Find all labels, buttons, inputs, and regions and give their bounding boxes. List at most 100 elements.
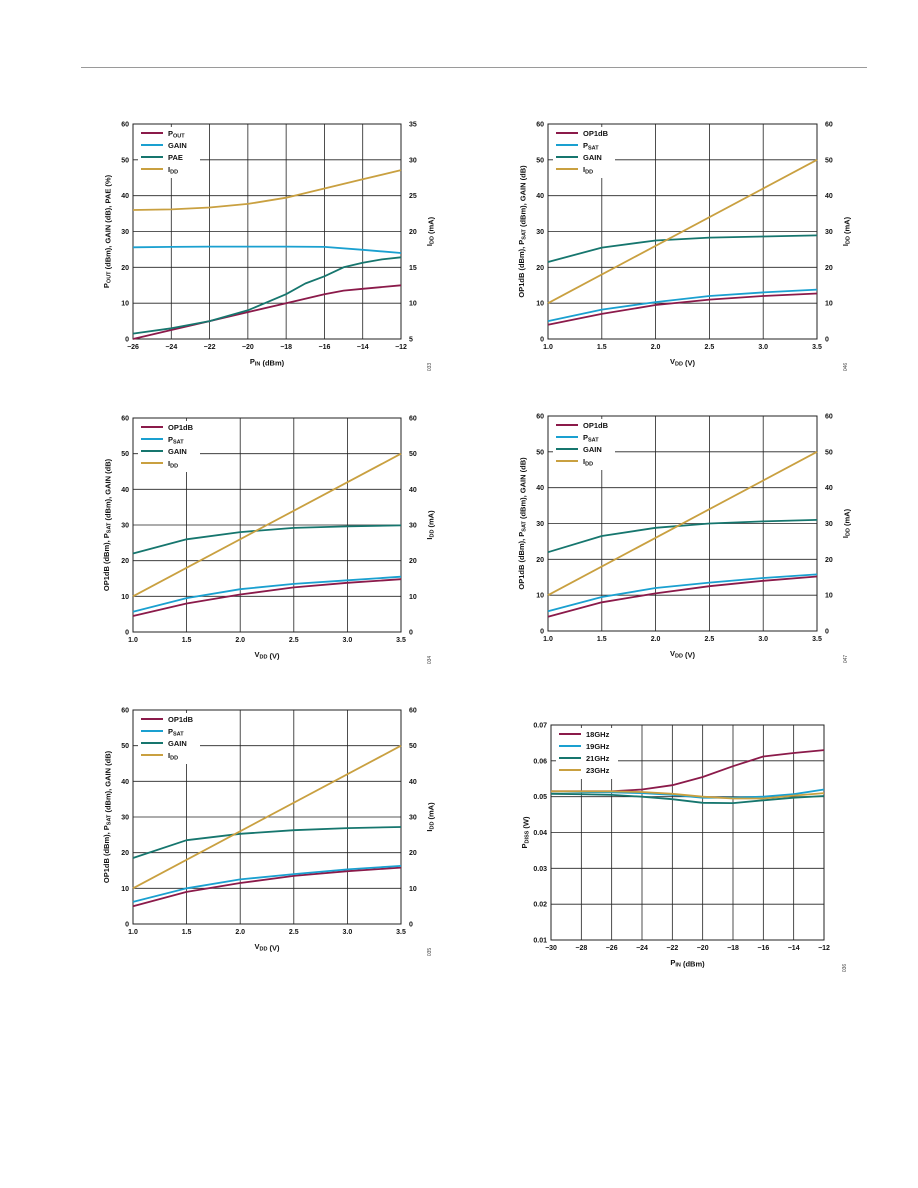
- y2-tick-label: 0: [825, 629, 829, 636]
- y-axis-label: OP1dB (dBm), PSAT (dBm), GAIN (dB): [102, 750, 113, 883]
- x-tick-label: 2.0: [235, 637, 245, 644]
- x-tick-label: 1.5: [597, 344, 607, 351]
- x-axis-label: VDD (V): [254, 650, 280, 661]
- x-tick-label: −22: [204, 344, 216, 351]
- y2-tick-label: 50: [825, 157, 833, 164]
- x-tick-label: −20: [697, 945, 709, 952]
- x-tick-label: 1.5: [182, 929, 192, 936]
- x-tick-label: 1.0: [128, 929, 138, 936]
- legend-label: GAIN: [168, 447, 187, 456]
- x-tick-label: −30: [545, 945, 557, 952]
- series-line-psat: [547, 573, 818, 613]
- series-line-idd: [132, 169, 402, 211]
- y-tick-label: 0.01: [533, 938, 547, 945]
- y-tick-label: 30: [121, 523, 129, 530]
- y2-axis-label: IDD (mA): [425, 510, 436, 540]
- y-tick-label: 50: [536, 157, 544, 164]
- x-tick-label: 3.0: [343, 637, 353, 644]
- y2-tick-label: 35: [409, 122, 417, 129]
- y2-tick-label: 40: [409, 487, 417, 494]
- x-tick-label: −18: [280, 344, 292, 351]
- legend-label: GAIN: [168, 141, 187, 150]
- y-tick-label: 40: [121, 779, 129, 786]
- series-line-psat: [132, 575, 402, 613]
- legend-label: PSAT: [583, 433, 599, 444]
- y2-tick-label: 20: [409, 850, 417, 857]
- x-tick-label: −16: [757, 945, 769, 952]
- y2-tick-label: 10: [825, 593, 833, 600]
- x-tick-label: −14: [357, 344, 369, 351]
- x-axis-label: PIN (dBm): [250, 357, 285, 368]
- x-axis-label: VDD (V): [670, 357, 696, 368]
- legend-label: GAIN: [168, 739, 187, 748]
- y-tick-label: 40: [536, 193, 544, 200]
- chart-1: −26 −24 −22 −20 −18 −16 −14 −12 0 5 10 10 20 15 30 20 40…: [102, 122, 436, 372]
- legend-label: 21GHz: [586, 754, 610, 763]
- x-tick-label: 3.5: [812, 636, 822, 643]
- y-tick-label: 0.06: [533, 758, 547, 765]
- y2-tick-label: 40: [825, 485, 833, 492]
- chart-6: −30 −28 −26 −24 −22 −20 −18 −16 −14 −12 0.01 0.02 0.…: [520, 723, 848, 973]
- x-tick-label: −12: [818, 945, 830, 952]
- y-tick-label: 0.03: [533, 866, 547, 873]
- legend-label: IDD: [168, 459, 178, 470]
- y-tick-label: 10: [121, 594, 129, 601]
- y-tick-label: 20: [121, 558, 129, 565]
- legend-label: PSAT: [583, 141, 599, 152]
- y2-axis-label: IDD (mA): [425, 802, 436, 832]
- series-line-gain: [132, 245, 402, 254]
- series-line-op1db: [547, 292, 818, 326]
- legend-label: PSAT: [168, 435, 184, 446]
- y-axis-label: PDISS (W): [520, 816, 531, 849]
- figure-number: 035: [427, 948, 433, 957]
- series-line-idd: [132, 452, 402, 598]
- y-axis-label: OP1dB (dBm), PSAT (dBm), GAIN (dB): [517, 457, 528, 590]
- series-line-21ghz: [550, 792, 825, 804]
- series-line-gain: [132, 524, 402, 555]
- x-tick-label: −20: [242, 344, 254, 351]
- plot-frame: [547, 123, 818, 340]
- series-line-gain: [132, 826, 402, 859]
- y-tick-label: 0: [540, 337, 544, 344]
- y2-tick-label: 10: [409, 594, 417, 601]
- legend-label: OP1dB: [583, 129, 609, 138]
- y-tick-label: 0: [125, 922, 129, 929]
- plot-frame: [547, 415, 818, 632]
- y2-tick-label: 10: [825, 301, 833, 308]
- series-line-psat: [132, 865, 402, 903]
- y2-tick-label: 20: [409, 558, 417, 565]
- y2-tick-label: 15: [409, 265, 417, 272]
- series-line-op1db: [132, 578, 402, 617]
- y2-tick-label: 30: [409, 523, 417, 530]
- y2-tick-label: 50: [825, 449, 833, 456]
- y2-tick-label: 0: [825, 337, 829, 344]
- x-tick-label: −22: [666, 945, 678, 952]
- x-tick-label: 1.0: [543, 636, 553, 643]
- series-line-op1db: [547, 575, 818, 618]
- x-tick-label: 1.0: [543, 344, 553, 351]
- y-axis-label: OP1dB (dBm), PSAT (dBm), GAIN (dB): [102, 458, 113, 591]
- y2-tick-label: 10: [409, 886, 417, 893]
- y-tick-label: 40: [536, 485, 544, 492]
- legend-label: PAE: [168, 153, 183, 162]
- y-tick-label: 30: [121, 229, 129, 236]
- y-tick-label: 20: [536, 557, 544, 564]
- y2-tick-label: 40: [409, 779, 417, 786]
- x-axis-label: VDD (V): [254, 942, 280, 953]
- legend-label: PSAT: [168, 727, 184, 738]
- y2-tick-label: 5: [409, 337, 413, 344]
- y-tick-label: 0: [125, 337, 129, 344]
- x-tick-label: 2.5: [289, 929, 299, 936]
- legend-label: OP1dB: [168, 423, 194, 432]
- series-line-pae: [132, 256, 402, 335]
- y-tick-label: 0: [540, 629, 544, 636]
- legend-label: POUT: [168, 129, 185, 140]
- x-tick-label: 3.0: [343, 929, 353, 936]
- y2-tick-label: 30: [825, 521, 833, 528]
- y2-tick-label: 10: [409, 301, 417, 308]
- x-axis-label: PIN (dBm): [670, 958, 705, 969]
